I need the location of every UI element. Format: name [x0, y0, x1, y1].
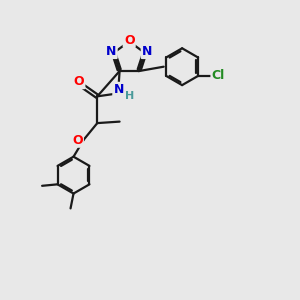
Text: N: N — [142, 45, 152, 58]
Text: O: O — [72, 134, 83, 146]
Text: O: O — [124, 34, 134, 46]
Text: H: H — [125, 92, 134, 101]
Text: O: O — [74, 75, 84, 88]
Text: Cl: Cl — [212, 69, 225, 82]
Text: N: N — [106, 45, 116, 58]
Text: N: N — [113, 83, 124, 96]
